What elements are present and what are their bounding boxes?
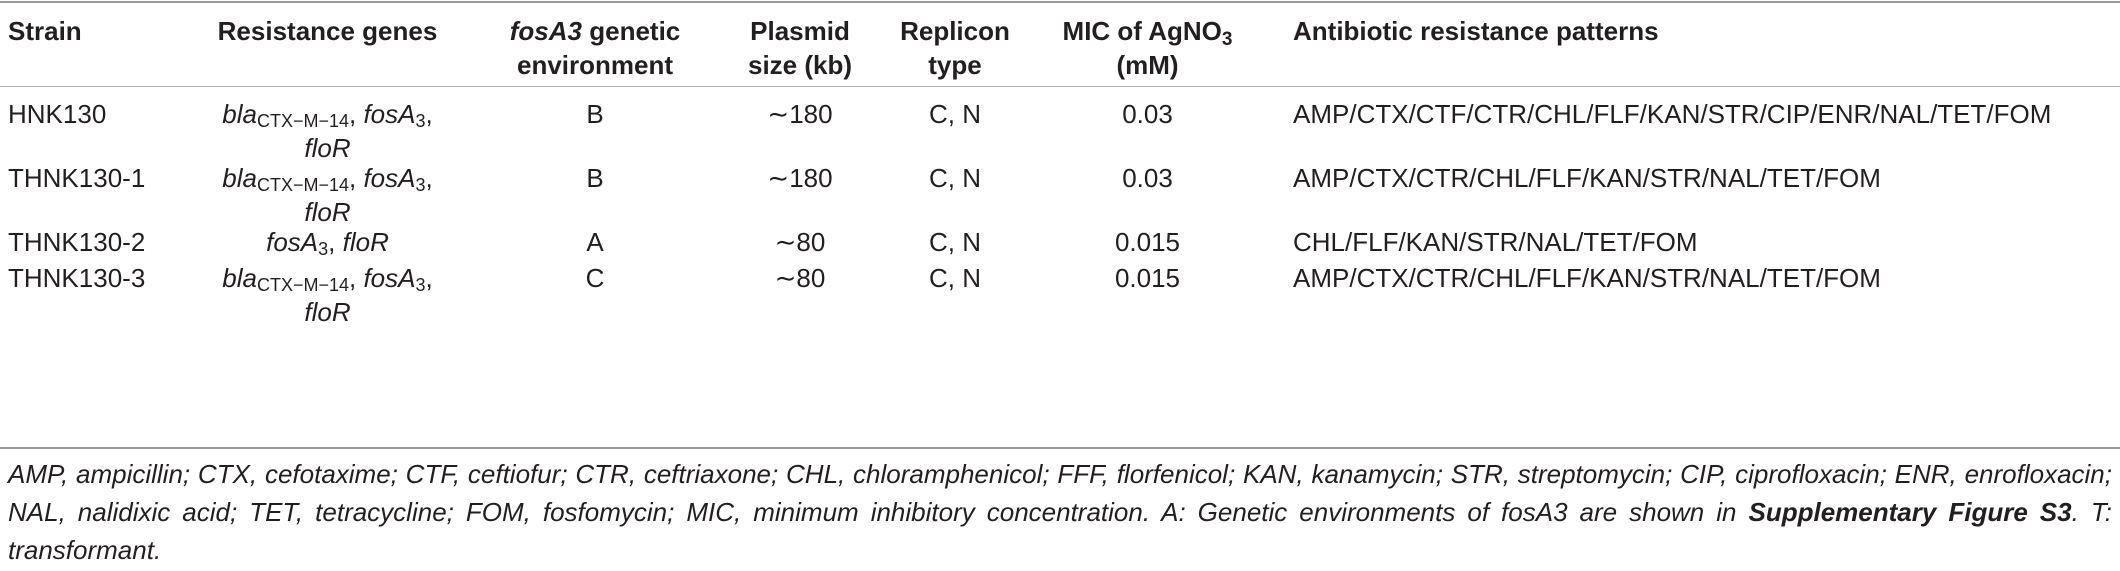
row1-genes: blaCTX−M−14, fosA3, floR	[180, 97, 475, 165]
header-env-line2: environment	[516, 50, 674, 80]
gene-bla-sub: CTX−M−14	[256, 175, 349, 195]
row1-size: ∼180	[767, 99, 833, 129]
gene-fos: fosA	[363, 99, 416, 129]
row1-env: B	[586, 99, 604, 129]
row1-strain: HNK130	[8, 99, 107, 129]
header-mic: MIC of AgNO3 (mM)	[1025, 14, 1270, 82]
gene-fos-sub: 3	[318, 239, 329, 259]
row1-mic: 0.03	[1122, 99, 1173, 129]
table-bottom-rule	[0, 447, 2120, 449]
row3-mic: 0.015	[1114, 227, 1181, 257]
gene-sep: ,	[328, 227, 343, 257]
gene-flo: floR	[304, 133, 351, 163]
header-genetic-environment: fosA3 genetic environment	[475, 14, 715, 82]
gene-bla: bla	[222, 99, 257, 129]
row4-replicon: C, N	[929, 263, 981, 293]
gene-sep: ,	[425, 99, 433, 129]
row3-replicon: C, N	[929, 227, 981, 257]
row2-strain: THNK130-1	[8, 163, 146, 193]
gene-bla-sub: CTX−M−14	[256, 111, 349, 131]
row3-env: A	[586, 227, 604, 257]
row3-genes: fosA3, floR	[180, 225, 475, 259]
row3-strain: THNK130-2	[8, 227, 146, 257]
row3-size: ∼80	[774, 227, 826, 257]
header-mic-line2: (mM)	[1116, 50, 1179, 80]
header-mic-line1: MIC of AgNO	[1062, 16, 1222, 46]
header-resistance-genes: Resistance genes	[217, 16, 438, 46]
header-env-gene: fosA3	[509, 16, 582, 46]
gene-bla: bla	[222, 163, 257, 193]
row2-size: ∼180	[767, 163, 833, 193]
row4-env: C	[585, 263, 605, 293]
gene-sep: ,	[349, 263, 364, 293]
header-rule	[0, 86, 2120, 87]
row2-replicon: C, N	[929, 163, 981, 193]
header-resistance-patterns: Antibiotic resistance patterns	[1293, 16, 1659, 46]
row4-mic: 0.015	[1114, 263, 1181, 293]
footnote-supplementary-ref: Supplementary Figure S3	[1748, 497, 2072, 527]
header-size-line2: size (kb)	[747, 50, 853, 80]
table-top-rule	[0, 1, 2120, 3]
gene-sep: ,	[425, 263, 433, 293]
gene-fos-sub: 3	[415, 111, 426, 131]
row4-strain: THNK130-3	[8, 263, 146, 293]
gene-flo: floR	[304, 297, 351, 327]
gene-bla-sub: CTX−M−14	[256, 275, 349, 295]
header-size-line1: Plasmid	[750, 16, 850, 46]
gene-flo: floR	[342, 227, 389, 257]
header-rep-line2: type	[928, 50, 982, 80]
row1-replicon: C, N	[929, 99, 981, 129]
row2-env: B	[586, 163, 604, 193]
gene-sep: ,	[349, 99, 364, 129]
header-rep-line1: Replicon	[900, 16, 1010, 46]
row1-patterns: AMP/CTX/CTF/CTR/CHL/FLF/KAN/STR/CIP/ENR/…	[1293, 99, 2052, 129]
gene-fos-sub: 3	[415, 275, 426, 295]
gene-fos-sub: 3	[415, 175, 426, 195]
gene-fos: fosA	[363, 263, 416, 293]
header-plasmid-size: Plasmid size (kb)	[715, 14, 885, 82]
row4-patterns: AMP/CTX/CTR/CHL/FLF/KAN/STR/NAL/TET/FOM	[1293, 263, 1881, 293]
row4-size: ∼80	[774, 263, 826, 293]
gene-sep: ,	[425, 163, 433, 193]
row2-patterns: AMP/CTX/CTR/CHL/FLF/KAN/STR/NAL/TET/FOM	[1293, 163, 1881, 193]
row2-genes: blaCTX−M−14, fosA3, floR	[180, 161, 475, 229]
gene-fos: fosA	[363, 163, 416, 193]
gene-bla: bla	[222, 263, 257, 293]
footnote-tail: . T: transformant.	[8, 497, 2113, 565]
gene-flo: floR	[304, 197, 351, 227]
table-footnote: AMP, ampicillin; CTX, cefotaxime; CTF, c…	[8, 455, 2112, 569]
header-strain: Strain	[8, 16, 82, 46]
row2-mic: 0.03	[1122, 163, 1173, 193]
footnote-text: AMP, ampicillin; CTX, cefotaxime; CTF, c…	[8, 459, 2112, 527]
gene-sep: ,	[349, 163, 364, 193]
header-mic-sub: 3	[1221, 29, 1233, 50]
row4-genes: blaCTX−M−14, fosA3, floR	[180, 261, 475, 329]
gene-fos: fosA	[266, 227, 319, 257]
header-replicon-type: Replicon type	[885, 14, 1025, 82]
row3-patterns: CHL/FLF/KAN/STR/NAL/TET/FOM	[1293, 227, 1698, 257]
header-env-word: genetic	[582, 16, 681, 46]
